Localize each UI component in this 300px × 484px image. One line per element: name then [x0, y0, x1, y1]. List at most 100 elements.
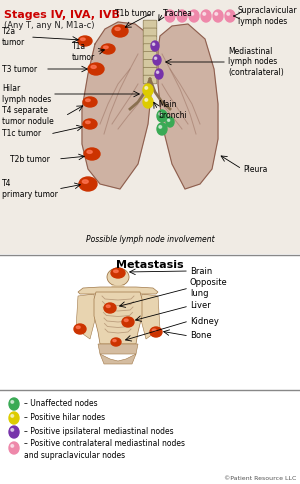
FancyBboxPatch shape	[143, 28, 157, 37]
FancyBboxPatch shape	[143, 44, 157, 52]
Text: T2a
tumor: T2a tumor	[2, 27, 25, 46]
Ellipse shape	[215, 13, 217, 15]
Text: – Positive ipsilateral mediastinal nodes: – Positive ipsilateral mediastinal nodes	[24, 427, 174, 437]
Text: Liver: Liver	[190, 302, 211, 311]
Text: ©Patient Resource LLC: ©Patient Resource LLC	[224, 475, 296, 481]
Text: T1b tumor: T1b tumor	[115, 9, 155, 17]
Ellipse shape	[76, 326, 80, 329]
Ellipse shape	[227, 13, 230, 15]
Ellipse shape	[157, 123, 167, 135]
Text: Mediastinal
lymph nodes
(contralateral): Mediastinal lymph nodes (contralateral)	[228, 47, 284, 77]
Ellipse shape	[11, 428, 14, 431]
FancyBboxPatch shape	[143, 60, 157, 68]
Ellipse shape	[9, 412, 19, 424]
Ellipse shape	[166, 117, 174, 127]
Polygon shape	[98, 344, 138, 354]
FancyBboxPatch shape	[143, 36, 157, 45]
Ellipse shape	[11, 415, 14, 417]
Ellipse shape	[189, 10, 199, 22]
Ellipse shape	[106, 305, 110, 307]
Ellipse shape	[85, 121, 90, 123]
Ellipse shape	[82, 180, 88, 183]
Text: Opposite
lung: Opposite lung	[190, 278, 228, 298]
Ellipse shape	[88, 63, 104, 75]
Text: Stages IV, IVA, IVB: Stages IV, IVA, IVB	[4, 10, 120, 20]
Ellipse shape	[122, 317, 134, 327]
Ellipse shape	[179, 13, 181, 15]
Ellipse shape	[74, 324, 86, 334]
Ellipse shape	[112, 25, 128, 37]
Ellipse shape	[143, 96, 153, 108]
Text: Pleura: Pleura	[243, 165, 267, 173]
FancyBboxPatch shape	[0, 255, 300, 390]
FancyBboxPatch shape	[0, 390, 300, 484]
Polygon shape	[82, 22, 152, 189]
Ellipse shape	[225, 10, 235, 22]
Ellipse shape	[78, 36, 92, 46]
FancyBboxPatch shape	[0, 0, 300, 254]
Text: and supraclavicular nodes: and supraclavicular nodes	[24, 452, 125, 460]
Ellipse shape	[165, 10, 175, 22]
Ellipse shape	[11, 401, 14, 403]
Ellipse shape	[201, 10, 211, 22]
Ellipse shape	[81, 38, 85, 41]
Ellipse shape	[11, 444, 14, 447]
Text: Bone: Bone	[190, 332, 212, 341]
Text: Main
bronchi: Main bronchi	[158, 100, 187, 120]
Ellipse shape	[9, 426, 19, 438]
Ellipse shape	[153, 55, 161, 65]
FancyBboxPatch shape	[143, 20, 157, 29]
Text: Brain: Brain	[190, 267, 212, 275]
Ellipse shape	[87, 151, 92, 153]
Ellipse shape	[145, 87, 148, 89]
Ellipse shape	[111, 338, 121, 346]
Polygon shape	[100, 354, 136, 364]
Ellipse shape	[150, 327, 162, 337]
Ellipse shape	[191, 13, 194, 15]
Ellipse shape	[143, 84, 153, 96]
FancyBboxPatch shape	[143, 52, 157, 60]
Text: T4 separate
tumor nodule: T4 separate tumor nodule	[2, 106, 54, 126]
Ellipse shape	[79, 177, 97, 191]
Text: Metastasis: Metastasis	[116, 260, 184, 270]
Text: T3 tumor: T3 tumor	[2, 64, 37, 74]
Text: Trachea: Trachea	[163, 9, 193, 17]
Ellipse shape	[84, 148, 100, 160]
Text: (Any T, any N, M1a-c): (Any T, any N, M1a-c)	[4, 21, 94, 30]
Ellipse shape	[177, 10, 187, 22]
Ellipse shape	[155, 69, 163, 79]
Polygon shape	[140, 294, 160, 339]
Ellipse shape	[203, 13, 206, 15]
Ellipse shape	[159, 113, 162, 115]
Polygon shape	[76, 294, 96, 339]
Ellipse shape	[124, 319, 128, 321]
Ellipse shape	[157, 110, 167, 122]
Text: – Positive contralateral mediastinal nodes: – Positive contralateral mediastinal nod…	[24, 439, 185, 449]
Ellipse shape	[9, 442, 19, 454]
Ellipse shape	[152, 329, 156, 332]
Polygon shape	[94, 292, 142, 344]
Text: T1c tumor: T1c tumor	[2, 130, 41, 138]
Text: Hilar
lymph nodes: Hilar lymph nodes	[2, 84, 51, 104]
Ellipse shape	[83, 97, 97, 107]
Ellipse shape	[151, 41, 159, 51]
Ellipse shape	[152, 43, 155, 45]
Ellipse shape	[167, 13, 169, 15]
Text: T1a
tumor: T1a tumor	[72, 42, 95, 61]
Polygon shape	[112, 286, 124, 288]
Ellipse shape	[154, 57, 157, 60]
Ellipse shape	[167, 119, 170, 121]
Polygon shape	[158, 24, 218, 189]
Text: Possible lymph node involvement: Possible lymph node involvement	[86, 235, 214, 243]
Ellipse shape	[101, 44, 115, 54]
Polygon shape	[78, 287, 158, 295]
Text: T2b tumor: T2b tumor	[10, 154, 50, 164]
Ellipse shape	[111, 268, 125, 278]
Text: T4
primary tumor: T4 primary tumor	[2, 179, 58, 199]
FancyBboxPatch shape	[143, 75, 157, 84]
Ellipse shape	[83, 119, 97, 129]
Text: Supraclavicular
lymph nodes: Supraclavicular lymph nodes	[238, 6, 298, 26]
Text: – Unaffected nodes: – Unaffected nodes	[24, 399, 98, 408]
FancyBboxPatch shape	[143, 67, 157, 76]
Ellipse shape	[159, 125, 162, 128]
